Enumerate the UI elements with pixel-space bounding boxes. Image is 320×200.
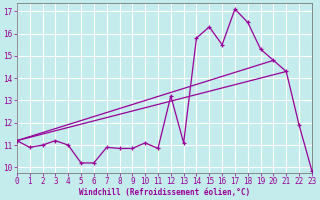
- X-axis label: Windchill (Refroidissement éolien,°C): Windchill (Refroidissement éolien,°C): [79, 188, 250, 197]
